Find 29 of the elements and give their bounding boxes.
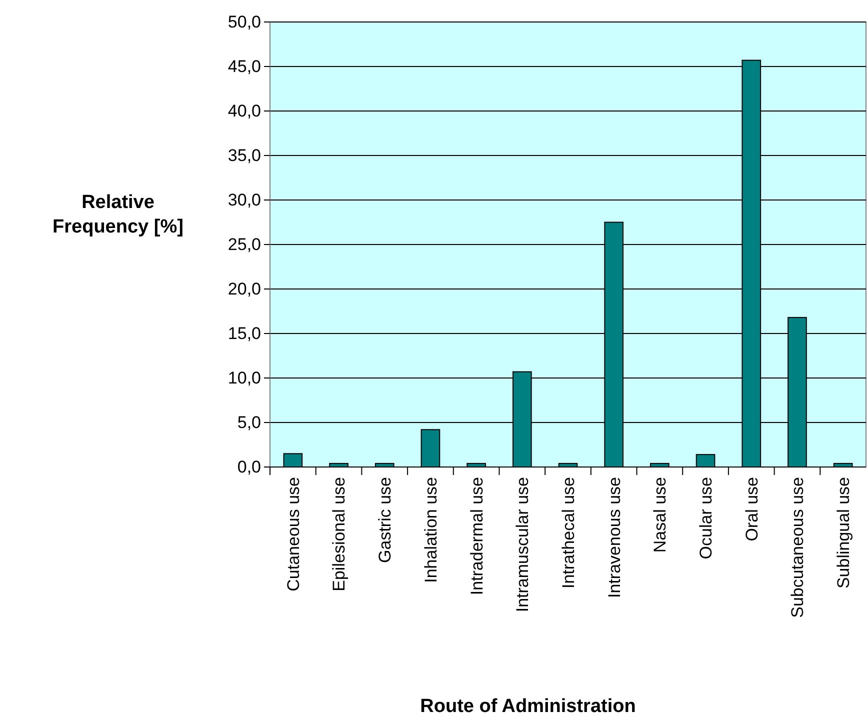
x-tick-label: Inhalation use xyxy=(421,477,440,583)
y-tick-label: 40,0 xyxy=(228,101,261,120)
y-tick-label: 30,0 xyxy=(228,190,261,210)
x-tick-label: Epilesional use xyxy=(330,477,349,592)
y-tick-label: 10,0 xyxy=(228,368,261,388)
bar xyxy=(283,453,303,468)
x-tick-label: Intramuscular use xyxy=(513,477,532,612)
y-tick-label: 45,0 xyxy=(228,56,261,76)
x-tick-label: Oral use xyxy=(742,477,762,542)
x-tick-label: Intrathecal use xyxy=(558,477,578,589)
y-tick-label: 20,0 xyxy=(228,279,261,298)
y-tick-label: 15,0 xyxy=(228,324,261,343)
y-tick-label: 5,0 xyxy=(237,412,261,432)
y-tick-label: 50,0 xyxy=(228,12,261,32)
bar xyxy=(696,454,716,468)
y-axis-title: Relative Frequency [%] xyxy=(52,192,184,238)
x-tick-label: Gastric use xyxy=(376,477,395,563)
x-tick-label: Intradermal use xyxy=(467,477,486,596)
x-tick-label: Intravenous use xyxy=(604,477,624,598)
x-tick-label: Sublingual use xyxy=(834,477,854,589)
y-tick-label: 35,0 xyxy=(228,146,261,165)
y-tick-label: 0,0 xyxy=(237,457,261,476)
bar xyxy=(420,429,440,468)
x-tick-label: Subcutaneous use xyxy=(788,477,808,618)
y-tick-label: 25,0 xyxy=(228,234,261,254)
x-axis-title: Route of Administration xyxy=(420,696,636,717)
x-tick-label: Cutaneous use xyxy=(284,477,303,592)
x-tick-label: Ocular use xyxy=(696,477,716,560)
x-tick-label: Nasal use xyxy=(650,477,670,553)
